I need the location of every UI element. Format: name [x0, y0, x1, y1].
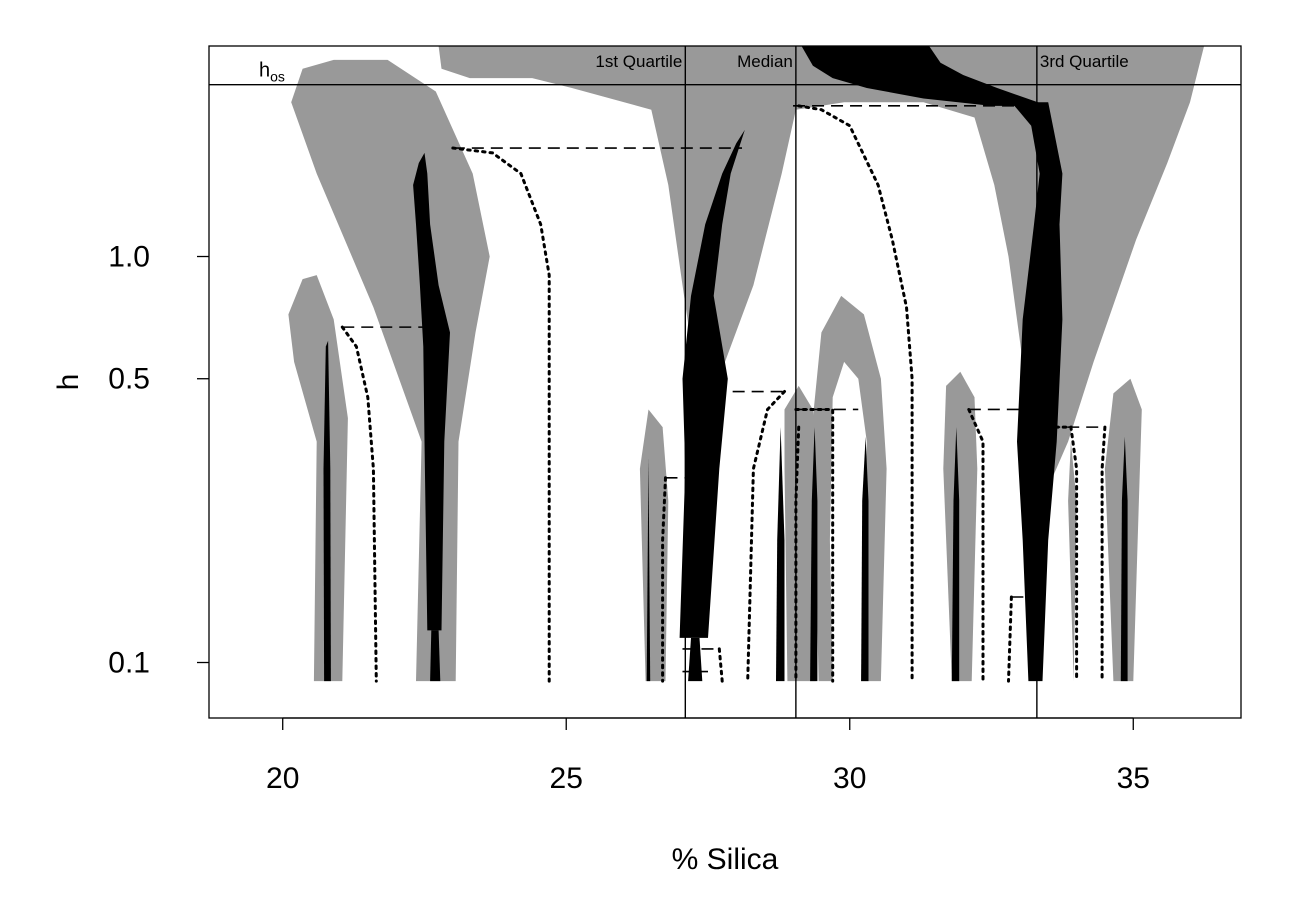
- x-tick-label-1: 20: [266, 762, 299, 795]
- gray-band-big-upper-band: [438, 46, 1205, 481]
- gray-band-right-small-band-1: [943, 371, 978, 682]
- dotted-curve-12: [1100, 425, 1107, 683]
- quartile-label-1: 1st Quartile: [595, 52, 682, 71]
- dotted-curve-4: [717, 647, 724, 683]
- x-axis-label: % Silica: [672, 843, 779, 876]
- dashed-connector-layer: [342, 105, 1105, 673]
- dotted-curve-2: [451, 146, 551, 683]
- dotted-curve-3: [661, 476, 667, 683]
- hos-label: hos: [259, 60, 285, 85]
- gray-band-middle-small-band-2: [784, 385, 819, 682]
- black-mode-trace-10: [951, 427, 960, 682]
- black-mode-trace-12: [1120, 436, 1128, 682]
- x-axis: 20 25 30 35: [266, 717, 1150, 795]
- quartile-label-3: 3rd Quartile: [1040, 52, 1129, 71]
- quartile-label-2: Median: [737, 52, 793, 71]
- dotted-curve-9: [967, 408, 985, 683]
- x-tick-label-3: 30: [833, 762, 866, 795]
- dotted-curve-10: [1007, 595, 1013, 683]
- y-tick-label-1: 0.1: [108, 647, 150, 680]
- dotted-curve-5: [746, 390, 786, 683]
- dotted-curve-8: [797, 104, 914, 683]
- y-tick-label-2: 0.5: [108, 363, 150, 396]
- dotted-curve-6: [794, 408, 835, 683]
- black-mode-trace-7: [776, 427, 785, 682]
- black-mode-trace-6: [646, 457, 651, 682]
- x-tick-label-2: 25: [550, 762, 583, 795]
- black-mode-trace-3: [430, 630, 441, 682]
- y-axis-label: h: [52, 374, 85, 391]
- black-mode-trace-9: [861, 436, 869, 682]
- y-axis: 0.1 0.5 1.0: [108, 241, 209, 680]
- reference-line-layer: 1st Quartile Median 3rd Quartile hos: [209, 46, 1241, 718]
- y-tick-label-3: 1.0: [108, 241, 150, 274]
- black-mode-trace-1: [323, 340, 331, 682]
- black-mode-trace-8: [810, 427, 818, 682]
- dotted-curve-layer: [340, 104, 1107, 683]
- black-mode-trace-4: [679, 129, 745, 638]
- black-mode-trace-2: [413, 152, 450, 631]
- dotted-curve-1: [340, 325, 378, 683]
- gray-band-right-small-band-2: [1068, 441, 1077, 682]
- x-tick-label-4: 35: [1117, 762, 1150, 795]
- black-mode-trace-top: [801, 46, 1049, 106]
- gray-band-left-small-band: [288, 275, 348, 682]
